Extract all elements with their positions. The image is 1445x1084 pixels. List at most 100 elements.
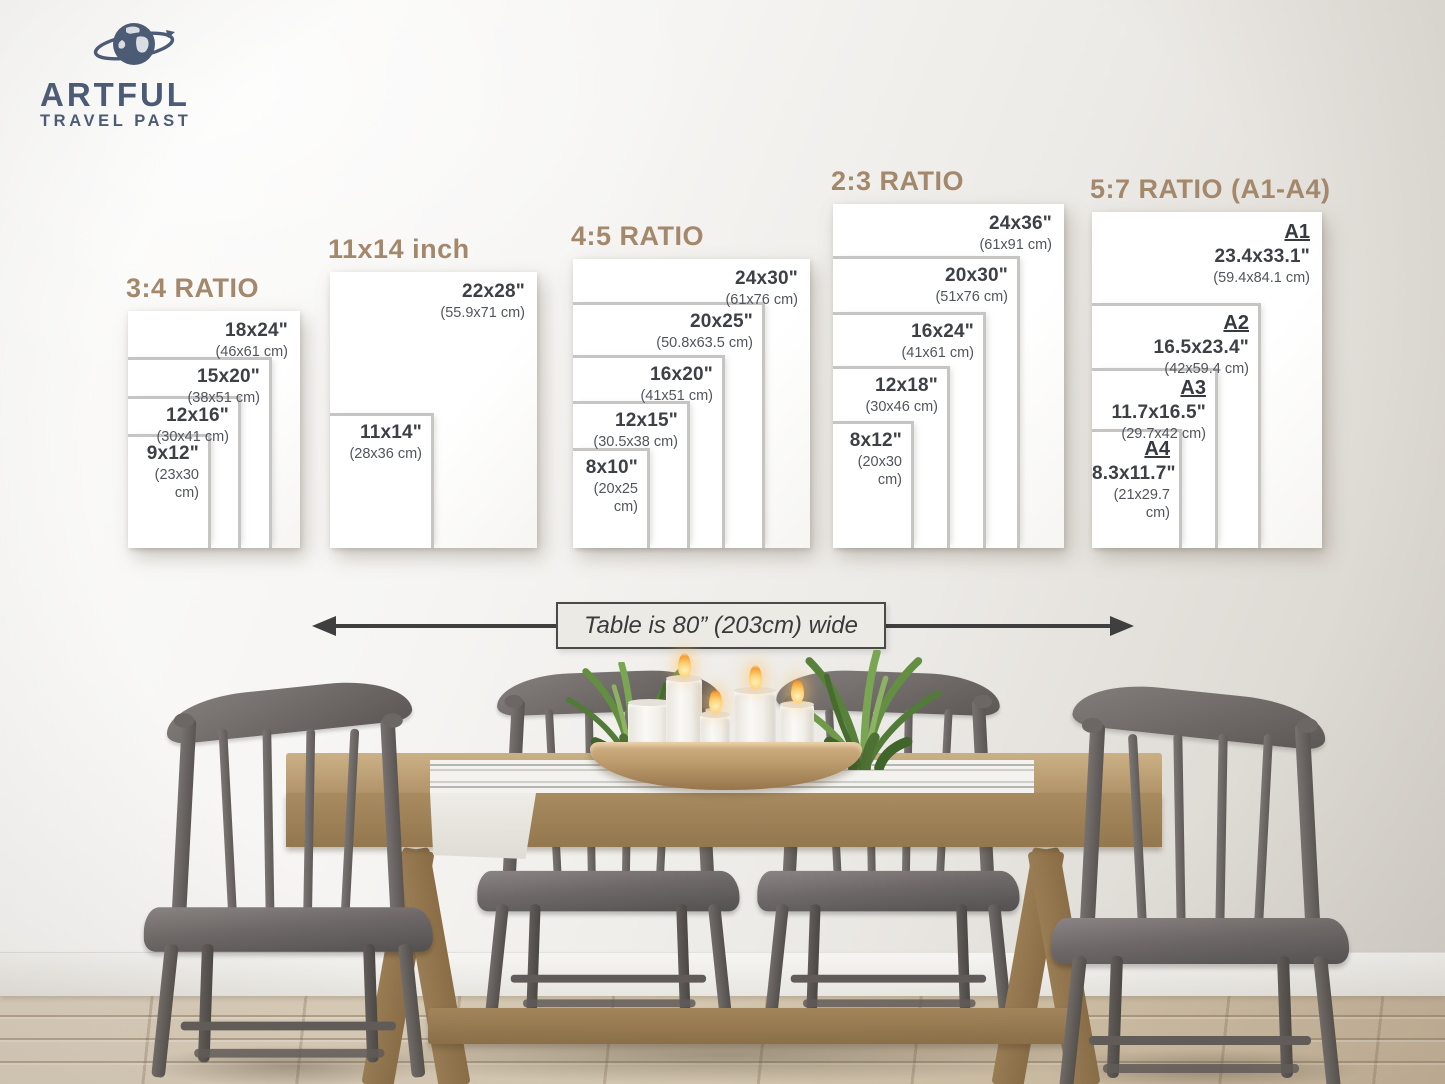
size-rect xyxy=(330,413,434,548)
chair-post-knob xyxy=(382,713,403,728)
chair-spindle xyxy=(1173,733,1186,929)
size-label-inches: 8x12" xyxy=(849,430,902,451)
size-label-cm: (23x30 cm) xyxy=(154,466,199,501)
chair-spindle xyxy=(303,728,316,917)
dining-chair xyxy=(472,668,745,1026)
candle-flame-icon xyxy=(709,689,722,713)
chair-headrest xyxy=(163,675,414,746)
chair-spindle xyxy=(218,728,238,918)
size-label-inches: 22x28" xyxy=(461,281,525,302)
size-rect xyxy=(833,421,914,548)
size-label: 20x30" (51x76 cm) xyxy=(833,264,1008,306)
chair-seat xyxy=(757,870,1020,912)
chair-stretcher xyxy=(523,999,696,1008)
dining-chair xyxy=(138,675,439,1078)
size-chart-title: 4:5 RATIO xyxy=(571,221,705,251)
size-label-inches: 24x36" xyxy=(988,213,1052,234)
chair-spindle xyxy=(1127,733,1148,929)
size-label-inches: 20x25" xyxy=(689,311,753,332)
chair-headrest xyxy=(1071,678,1329,752)
chair-seat xyxy=(477,870,740,912)
size-label: 20x25" (50.8x63.5 cm) xyxy=(573,310,753,352)
size-label-cm: (41x51 cm) xyxy=(640,387,713,404)
chair-leg xyxy=(197,943,214,1063)
chair-seat xyxy=(1051,918,1349,964)
size-label-cm: (41x61 cm) xyxy=(901,344,974,361)
size-label-cm: (28x36 cm) xyxy=(349,445,422,462)
chair-post-knob xyxy=(173,713,195,728)
chair-stretcher xyxy=(180,1021,397,1031)
size-label: A3 11.7x16.5" (29.7x42 cm) xyxy=(1092,376,1207,443)
chair-back-post xyxy=(1294,721,1321,929)
size-label-cm: (38x51 cm) xyxy=(187,389,260,406)
brand-logo: ARTFUL TRAVEL PAST xyxy=(40,16,191,131)
arrow-left-icon xyxy=(312,616,336,636)
size-label: 24x30" (61x76 cm) xyxy=(573,267,798,309)
size-label: 12x15" (30.5x38 cm) xyxy=(573,409,678,451)
size-chart-title: 3:4 RATIO xyxy=(126,273,260,303)
size-label-inches: 16x24" xyxy=(910,321,974,342)
size-chart-title: 11x14 inch xyxy=(328,234,470,264)
chair-leg xyxy=(956,904,971,1012)
chair-post-knob xyxy=(504,694,524,709)
chair-spindle xyxy=(1215,733,1228,929)
size-label: 9x12" (23x30 cm) xyxy=(128,442,199,502)
dining-chair xyxy=(1045,678,1355,1084)
size-label-inches: 9x12" xyxy=(146,443,199,464)
size-chart-title: 2:3 RATIO xyxy=(831,166,965,196)
chair-stretcher xyxy=(194,1048,385,1058)
size-label: A4 8.3x11.7" (21x29.7 cm) xyxy=(1092,437,1176,522)
candle-flame-icon xyxy=(791,679,804,703)
dining-chair xyxy=(752,668,1025,1026)
size-label: 8x12" (20x30 cm) xyxy=(833,429,902,489)
chair-leg xyxy=(676,904,691,1012)
chair-leg xyxy=(1106,955,1123,1079)
chair-back-post xyxy=(171,716,197,918)
chair-leg xyxy=(363,943,379,1063)
size-rect xyxy=(128,434,211,548)
size-label-a: A3 xyxy=(1180,377,1206,399)
size-label-cm: (30.5x38 cm) xyxy=(593,433,678,450)
size-label-cm: (46x61 cm) xyxy=(215,343,288,360)
size-label-inches: 8.3x11.7" xyxy=(1092,463,1176,484)
size-label-cm: (50.8x63.5 cm) xyxy=(656,334,753,351)
size-rect xyxy=(1092,429,1182,548)
table-stretcher xyxy=(428,1008,1070,1044)
size-label-cm: (29.7x42 cm) xyxy=(1121,425,1206,442)
size-label-cm: (59.4x84.1 cm) xyxy=(1213,269,1310,286)
runner-drape xyxy=(430,793,536,859)
size-label-inches: 16.5x23.4" xyxy=(1153,337,1249,358)
chair-leg xyxy=(151,943,179,1078)
size-label-inches: 15x20" xyxy=(196,366,260,387)
size-label-cm: (55.9x71 cm) xyxy=(440,304,525,321)
chair-stretcher xyxy=(1103,1064,1299,1073)
size-label-cm: (42x59.4 cm) xyxy=(1164,360,1249,377)
chair-spindle xyxy=(262,728,275,917)
chair-leg xyxy=(1277,955,1294,1079)
chair-leg xyxy=(526,904,541,1012)
chair-leg xyxy=(1313,955,1342,1084)
size-label: A1 23.4x33.1" (59.4x84.1 cm) xyxy=(1092,220,1310,287)
table-width-label: Table is 80” (203cm) wide xyxy=(556,602,886,649)
size-label-a: A1 xyxy=(1284,221,1310,243)
size-label: 24x36" (61x91 cm) xyxy=(833,212,1052,254)
size-label-cm: (21x29.7 cm) xyxy=(1113,486,1170,521)
size-label: 15x20" (38x51 cm) xyxy=(128,365,260,407)
chair-leg xyxy=(806,904,821,1012)
size-label-cm: (61x91 cm) xyxy=(979,236,1052,253)
size-label: 16x24" (41x61 cm) xyxy=(833,320,974,362)
size-label-a: A4 xyxy=(1144,438,1170,460)
size-label: 12x18" (30x46 cm) xyxy=(833,374,938,416)
chair-spindle xyxy=(340,728,360,918)
size-label-inches: 16x20" xyxy=(649,364,713,385)
size-label: 8x10" (20x25 cm) xyxy=(573,456,638,516)
candle-flame-icon xyxy=(678,653,691,677)
size-label: 12x16" (30x41 cm) xyxy=(128,404,229,446)
size-label-cm: (20x30 cm) xyxy=(857,453,902,488)
size-label: 16x20" (41x51 cm) xyxy=(573,363,713,405)
size-label-cm: (20x25 cm) xyxy=(593,480,638,515)
size-label: 18x24" (46x61 cm) xyxy=(128,319,288,361)
size-label-inches: 12x15" xyxy=(614,410,678,431)
size-label: A2 16.5x23.4" (42x59.4 cm) xyxy=(1092,311,1249,378)
